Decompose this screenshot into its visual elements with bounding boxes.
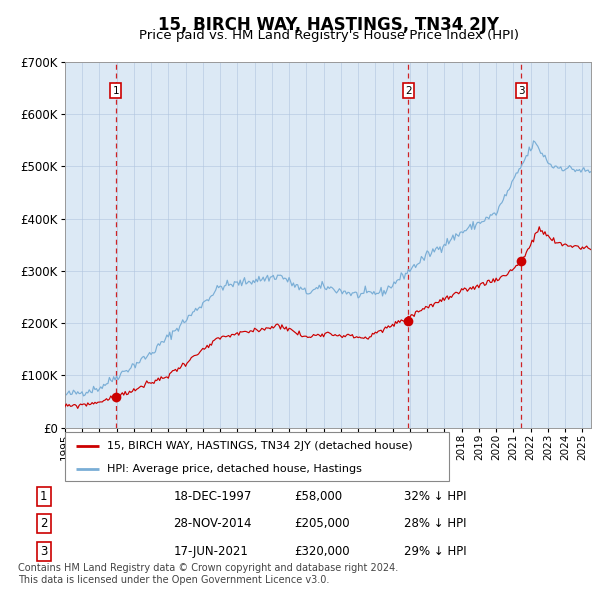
Text: 28-NOV-2014: 28-NOV-2014 <box>173 517 252 530</box>
Text: Price paid vs. HM Land Registry's House Price Index (HPI): Price paid vs. HM Land Registry's House … <box>139 30 519 42</box>
Text: 2: 2 <box>405 86 412 96</box>
Text: 29% ↓ HPI: 29% ↓ HPI <box>404 545 467 558</box>
Text: 3: 3 <box>40 545 47 558</box>
Text: £320,000: £320,000 <box>295 545 350 558</box>
Text: 2: 2 <box>40 517 47 530</box>
Text: £205,000: £205,000 <box>295 517 350 530</box>
Text: 32% ↓ HPI: 32% ↓ HPI <box>404 490 466 503</box>
Text: 15, BIRCH WAY, HASTINGS, TN34 2JY: 15, BIRCH WAY, HASTINGS, TN34 2JY <box>158 16 499 34</box>
Text: 3: 3 <box>518 86 524 96</box>
Text: 15, BIRCH WAY, HASTINGS, TN34 2JY (detached house): 15, BIRCH WAY, HASTINGS, TN34 2JY (detac… <box>107 441 413 451</box>
Text: 1: 1 <box>40 490 47 503</box>
Text: 17-JUN-2021: 17-JUN-2021 <box>173 545 248 558</box>
Text: HPI: Average price, detached house, Hastings: HPI: Average price, detached house, Hast… <box>107 464 362 474</box>
Text: Contains HM Land Registry data © Crown copyright and database right 2024.
This d: Contains HM Land Registry data © Crown c… <box>18 563 398 585</box>
Text: 28% ↓ HPI: 28% ↓ HPI <box>404 517 466 530</box>
Text: £58,000: £58,000 <box>295 490 343 503</box>
Text: 18-DEC-1997: 18-DEC-1997 <box>173 490 252 503</box>
Text: 1: 1 <box>113 86 119 96</box>
